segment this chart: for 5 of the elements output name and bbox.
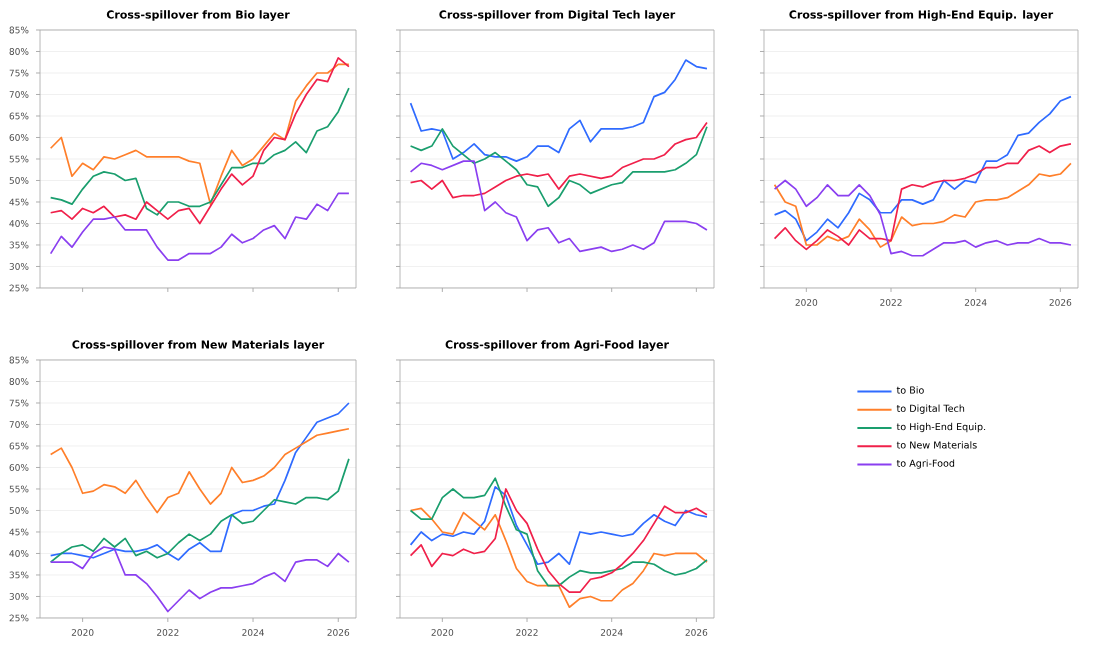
line-series	[49, 458, 350, 563]
line-series	[49, 402, 350, 561]
line-series	[49, 87, 350, 216]
line-series	[49, 427, 350, 514]
line-series	[49, 57, 350, 225]
